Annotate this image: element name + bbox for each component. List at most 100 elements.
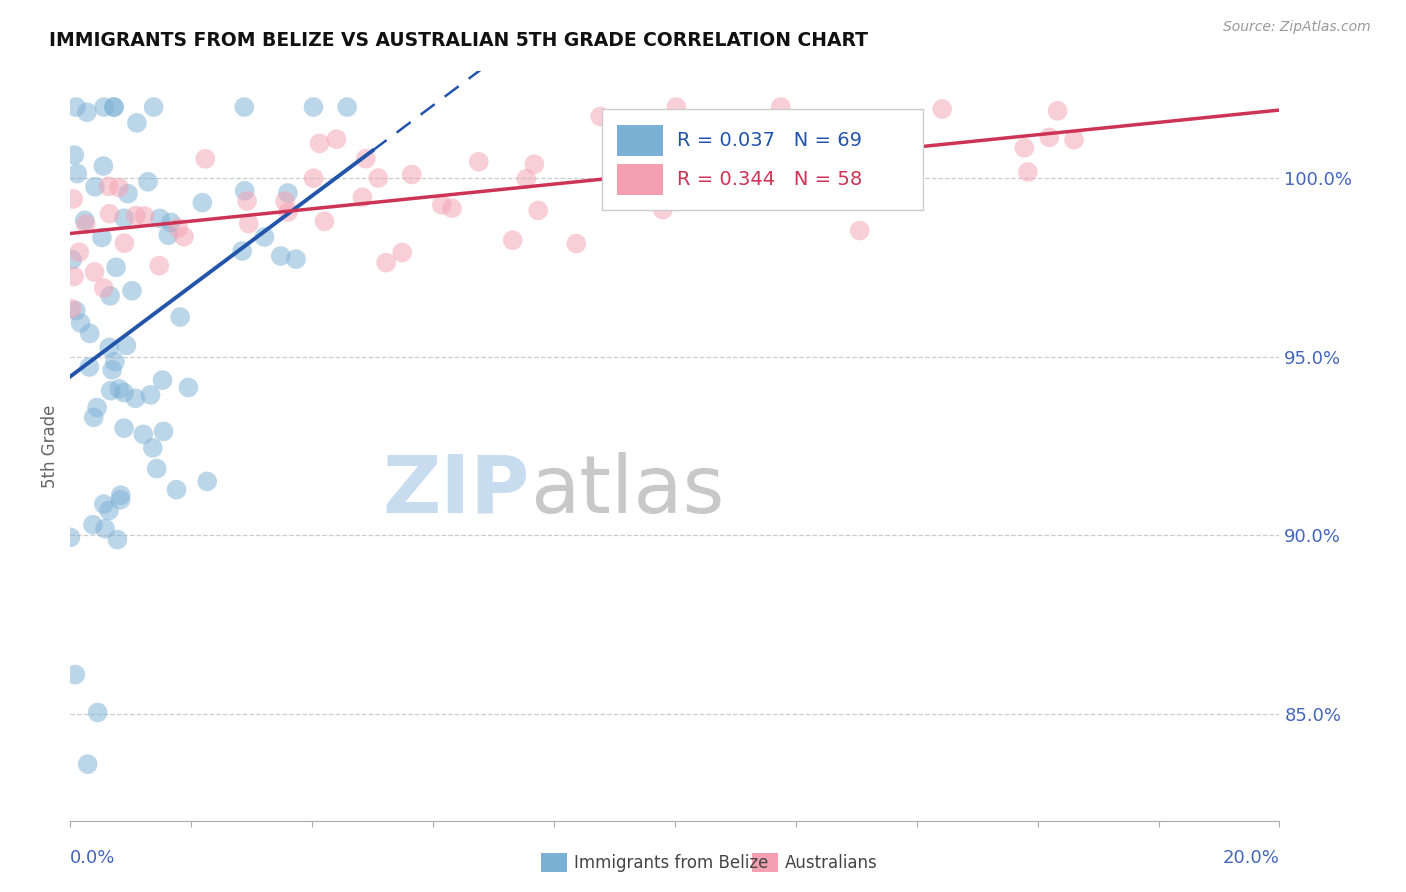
Point — [352, 190, 374, 204]
Point — [665, 100, 688, 114]
Point — [67, 245, 90, 260]
Point — [83, 410, 105, 425]
Point — [148, 259, 170, 273]
Point — [142, 441, 165, 455]
Point — [367, 171, 389, 186]
Point — [651, 202, 673, 217]
Point — [63, 148, 86, 162]
Point — [775, 136, 797, 150]
Point — [75, 217, 97, 231]
Point — [440, 201, 463, 215]
Point — [104, 354, 127, 368]
Bar — [602, 109, 922, 210]
Text: atlas: atlas — [530, 452, 724, 530]
Point — [790, 171, 813, 186]
Point — [93, 497, 115, 511]
Bar — [617, 125, 662, 156]
Point — [93, 281, 115, 295]
Bar — [617, 163, 662, 195]
Point — [97, 179, 120, 194]
Text: 20.0%: 20.0% — [1223, 849, 1279, 867]
Point — [194, 152, 217, 166]
Point — [76, 105, 98, 120]
Point — [152, 425, 174, 439]
Point — [65, 100, 87, 114]
Point — [115, 338, 138, 352]
Point — [1014, 141, 1036, 155]
Point — [527, 203, 550, 218]
Point — [277, 186, 299, 200]
Point — [769, 100, 792, 114]
Point — [149, 211, 172, 226]
Point — [112, 211, 135, 226]
Point — [336, 100, 359, 114]
Point — [308, 136, 330, 151]
Point — [523, 157, 546, 171]
Point — [720, 133, 742, 147]
Point — [233, 100, 256, 114]
Point — [825, 120, 848, 135]
Point — [173, 229, 195, 244]
Point — [325, 132, 347, 146]
Point — [63, 269, 86, 284]
Point — [589, 110, 612, 124]
Point — [86, 706, 108, 720]
Point — [98, 289, 121, 303]
Point — [110, 488, 132, 502]
Point — [121, 284, 143, 298]
Point — [166, 483, 188, 497]
Point — [195, 475, 218, 489]
Point — [167, 220, 190, 235]
Point — [97, 503, 120, 517]
Point — [60, 252, 83, 267]
Point — [177, 380, 200, 394]
Text: R = 0.344   N = 58: R = 0.344 N = 58 — [678, 169, 862, 189]
Point — [354, 152, 377, 166]
Point — [169, 310, 191, 324]
Point — [90, 230, 112, 244]
Point — [65, 303, 87, 318]
Point — [160, 215, 183, 229]
Point — [60, 301, 83, 316]
Point — [1017, 165, 1039, 179]
Point — [79, 326, 101, 341]
Point — [401, 168, 423, 182]
Point — [100, 384, 122, 398]
Point — [515, 171, 537, 186]
Text: IMMIGRANTS FROM BELIZE VS AUSTRALIAN 5TH GRADE CORRELATION CHART: IMMIGRANTS FROM BELIZE VS AUSTRALIAN 5TH… — [49, 31, 869, 50]
Point — [69, 316, 91, 330]
Point — [108, 382, 131, 396]
Point — [101, 363, 124, 377]
Point — [1038, 130, 1060, 145]
Point — [108, 180, 131, 194]
Text: Source: ZipAtlas.com: Source: ZipAtlas.com — [1223, 20, 1371, 34]
Text: 0.0%: 0.0% — [70, 849, 115, 867]
Point — [285, 252, 308, 266]
Point — [191, 195, 214, 210]
Point — [274, 194, 297, 208]
Text: Immigrants from Belize: Immigrants from Belize — [574, 854, 768, 871]
Point — [134, 209, 156, 223]
Point — [253, 230, 276, 244]
Point — [236, 194, 259, 208]
Point — [636, 193, 658, 207]
Point — [112, 385, 135, 400]
Point — [848, 223, 870, 237]
Point — [79, 359, 101, 374]
Point — [862, 158, 884, 172]
Point — [314, 214, 336, 228]
Point — [98, 207, 121, 221]
Text: Australians: Australians — [785, 854, 877, 871]
Point — [302, 171, 325, 186]
Point — [105, 533, 128, 547]
Point — [136, 175, 159, 189]
Point — [98, 340, 121, 354]
Point — [76, 757, 98, 772]
Point — [238, 217, 260, 231]
Point — [1063, 133, 1085, 147]
Point — [502, 233, 524, 247]
Point — [112, 421, 135, 435]
Point — [84, 179, 107, 194]
Point — [94, 522, 117, 536]
Point — [86, 401, 108, 415]
